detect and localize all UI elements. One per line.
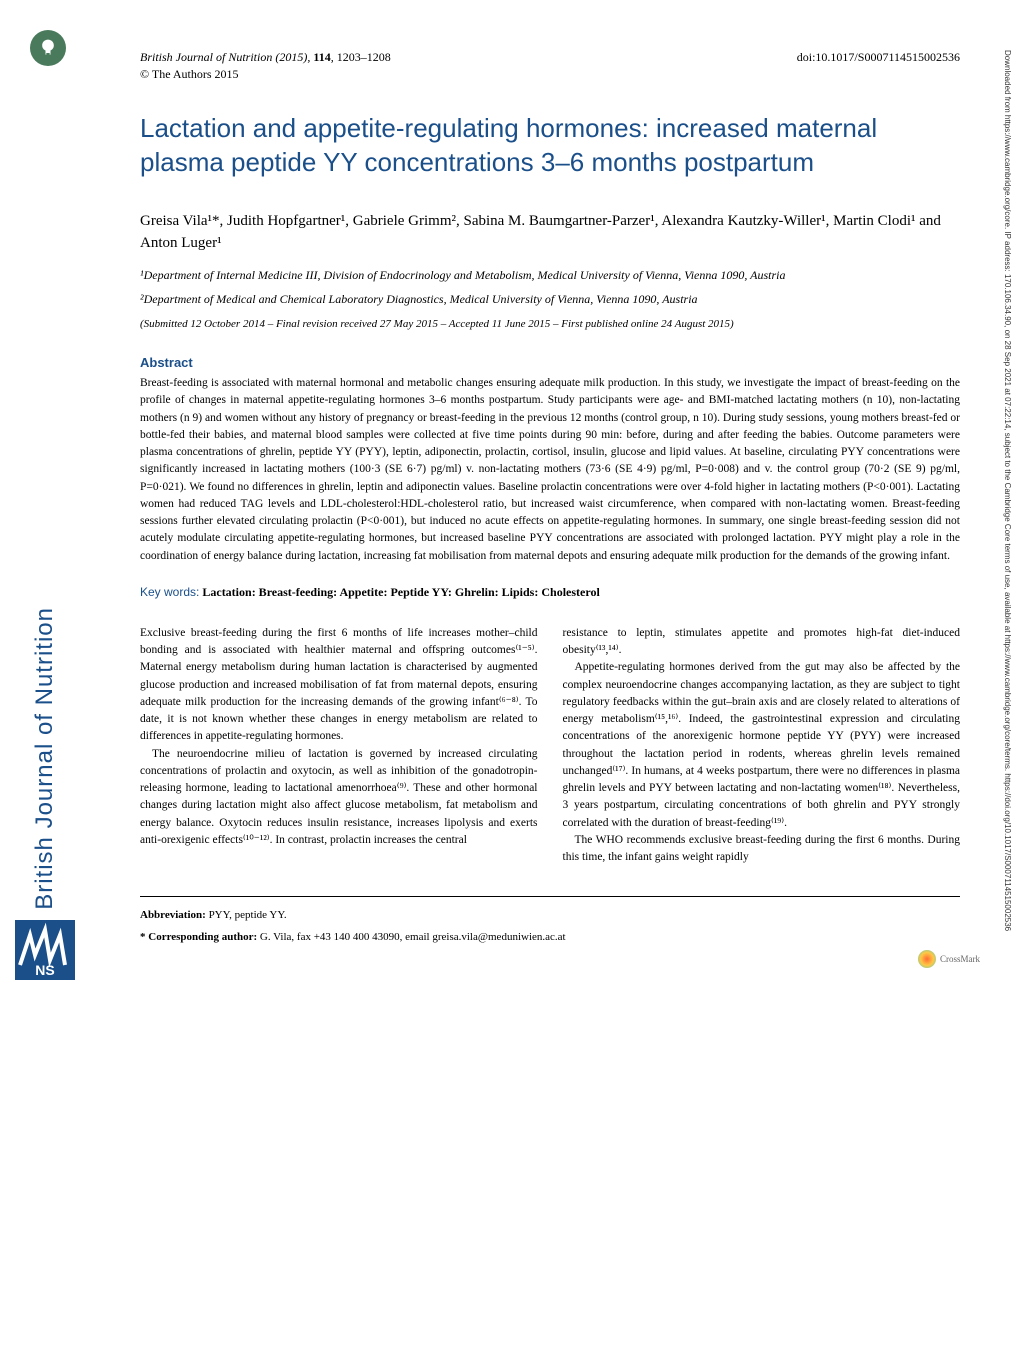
authors-list: Greisa Vila¹*, Judith Hopfgartner¹, Gabr… xyxy=(140,210,960,255)
abstract-text: Breast-feeding is associated with matern… xyxy=(140,375,960,565)
body-paragraph: The WHO recommends exclusive breast-feed… xyxy=(563,832,961,867)
journal-citation: British Journal of Nutrition (2015), 114… xyxy=(140,50,391,65)
corresponding-author: * Corresponding author: G. Vila, fax +43… xyxy=(140,931,960,943)
body-text: Exclusive breast-feeding during the firs… xyxy=(140,625,960,867)
right-column: resistance to leptin, stimulates appetit… xyxy=(563,625,961,867)
article-title: Lactation and appetite-regulating hormon… xyxy=(140,112,960,180)
journal-year: (2015) xyxy=(275,50,307,64)
corresponding-label: * Corresponding author: xyxy=(140,931,257,943)
abstract-heading: Abstract xyxy=(140,355,960,370)
copyright: © The Authors 2015 xyxy=(140,67,960,82)
keywords-label: Key words: xyxy=(140,585,199,599)
doi: doi:10.1017/S0007114515002536 xyxy=(797,50,960,65)
body-paragraph: The neuroendocrine milieu of lactation i… xyxy=(140,746,538,850)
affiliation-2: ²Department of Medical and Chemical Labo… xyxy=(140,291,960,308)
body-paragraph: Exclusive breast-feeding during the firs… xyxy=(140,625,538,746)
body-paragraph: resistance to leptin, stimulates appetit… xyxy=(563,625,961,660)
abbreviation-line: Abbreviation: PYY, peptide YY. xyxy=(140,909,960,921)
abbreviation-label: Abbreviation: xyxy=(140,909,206,921)
keywords: Key words: Lactation: Breast-feeding: Ap… xyxy=(140,585,960,600)
affiliation-1: ¹Department of Internal Medicine III, Di… xyxy=(140,267,960,284)
corresponding-text: G. Vila, fax +43 140 400 43090, email gr… xyxy=(260,931,566,943)
keywords-content: Lactation: Breast-feeding: Appetite: Pep… xyxy=(202,585,599,599)
journal-header: British Journal of Nutrition (2015), 114… xyxy=(140,50,960,65)
body-paragraph: Appetite-regulating hormones derived fro… xyxy=(563,659,961,832)
journal-volume: 114 xyxy=(313,50,330,64)
crossmark-label: CrossMark xyxy=(940,954,980,964)
abbreviation-text: PYY, peptide YY. xyxy=(209,909,287,921)
crossmark-icon xyxy=(918,950,936,968)
submission-dates: (Submitted 12 October 2014 – Final revis… xyxy=(140,318,960,330)
journal-name: British Journal of Nutrition xyxy=(140,50,272,64)
journal-pages: 1203–1208 xyxy=(337,50,391,64)
left-column: Exclusive breast-feeding during the firs… xyxy=(140,625,538,867)
crossmark-badge[interactable]: CrossMark xyxy=(918,950,980,968)
footer-divider xyxy=(140,896,960,897)
